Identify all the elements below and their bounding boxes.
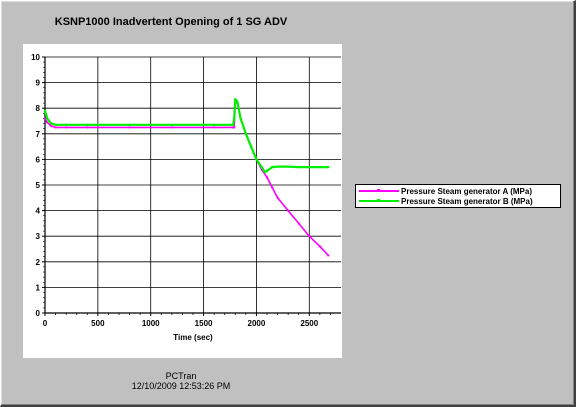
data-point-sg-a — [128, 126, 131, 129]
data-point-sg-a — [271, 186, 274, 189]
y-tick-label: 7 — [36, 130, 41, 139]
legend-entry-sg-b: Pressure Steam generator B (MPa) — [359, 196, 533, 206]
data-point-sg-a — [318, 245, 321, 248]
legend-label-sg-a: Pressure Steam generator A (MPa) — [401, 186, 533, 196]
x-tick-label: 1500 — [195, 319, 213, 328]
data-point-sg-a — [170, 126, 173, 129]
data-point-sg-b — [170, 123, 173, 126]
data-point-sg-b — [128, 123, 131, 126]
legend-entry-sg-a: Pressure Steam generator A (MPa) — [359, 186, 532, 196]
y-tick-label: 3 — [36, 232, 41, 241]
data-point-sg-b — [232, 123, 235, 126]
data-point-sg-b — [297, 166, 300, 169]
y-tick-label: 4 — [36, 207, 41, 216]
data-point-sg-b — [266, 169, 268, 172]
x-axis-label: Time (sec) — [173, 333, 213, 342]
data-point-sg-b — [54, 123, 57, 126]
legend: Pressure Steam generator A (MPa) Pressur… — [355, 184, 561, 208]
data-point-sg-a — [233, 126, 236, 129]
legend-label-sg-b: Pressure Steam generator B (MPa) — [401, 196, 533, 206]
legend-swatch-sg-b — [359, 196, 399, 206]
data-point-sg-b — [234, 98, 237, 101]
x-tick-label: 1000 — [142, 319, 160, 328]
data-point-sg-b — [244, 132, 247, 135]
data-point-sg-a — [260, 168, 263, 171]
series-line-sg-b — [43, 98, 329, 174]
data-point-sg-b — [65, 123, 68, 126]
data-point-sg-b — [239, 117, 242, 120]
chart-title: KSNP1000 Inadvertent Opening of 1 SG ADV — [54, 16, 288, 28]
data-point-sg-a — [327, 254, 330, 257]
data-point-sg-a — [50, 125, 53, 128]
data-point-sg-a — [86, 126, 89, 129]
data-point-sg-a — [65, 126, 68, 129]
data-point-sg-a — [297, 222, 300, 225]
data-point-sg-a — [287, 209, 290, 212]
data-point-sg-a — [276, 196, 279, 199]
data-point-sg-a — [232, 126, 235, 129]
data-point-sg-b — [250, 145, 253, 148]
data-point-sg-b — [327, 166, 330, 169]
footer-app-name: PCTran — [165, 371, 197, 381]
data-point-sg-a — [266, 176, 268, 179]
y-tick-label: 1 — [36, 283, 41, 292]
y-tick-label: 0 — [36, 309, 41, 318]
y-tick-label: 2 — [36, 258, 41, 267]
data-point-sg-a — [54, 126, 57, 129]
y-tick-label: 8 — [36, 104, 41, 113]
data-point-sg-b — [46, 117, 49, 120]
y-tick-label: 6 — [36, 155, 41, 164]
data-point-sg-b — [86, 123, 89, 126]
data-point-sg-b — [44, 109, 46, 112]
data-point-sg-b — [236, 100, 239, 103]
x-tick-label: 2000 — [248, 319, 266, 328]
x-tick-label: 2500 — [300, 319, 318, 328]
data-point-sg-b — [287, 165, 290, 168]
data-point-sg-a — [308, 235, 311, 238]
data-point-sg-b — [271, 166, 274, 169]
footer-timestamp: 12/10/2009 12:53:26 PM — [131, 381, 231, 391]
data-point-sg-b — [213, 123, 216, 126]
data-point-sg-b — [263, 171, 266, 174]
x-tick-label: 0 — [43, 319, 48, 328]
legend-swatch-sg-a — [359, 186, 399, 196]
data-point-sg-b — [255, 158, 258, 161]
data-point-sg-a — [213, 126, 216, 129]
data-point-sg-b — [318, 166, 321, 169]
data-point-sg-b — [50, 122, 53, 125]
data-point-sg-b — [308, 166, 311, 169]
plot-panel: 0 500 1000 1500 2000 2500 0 1 2 3 4 5 6 7 8 9 10 Time (se… — [23, 44, 342, 358]
y-tick-label: 5 — [36, 181, 41, 190]
data-point-sg-b — [233, 117, 236, 120]
data-point-sg-b — [276, 165, 279, 168]
data-point-sg-a — [46, 121, 49, 124]
data-point-sg-b — [260, 166, 263, 169]
data-point-sg-a — [44, 117, 46, 120]
line-chart: 0 500 1000 1500 2000 2500 0 1 2 3 4 5 6 7 8 9 10 Time (se… — [31, 53, 341, 342]
y-tick-label: 10 — [31, 53, 40, 62]
x-tick-label: 500 — [91, 319, 105, 328]
y-tick-label: 9 — [36, 79, 41, 88]
